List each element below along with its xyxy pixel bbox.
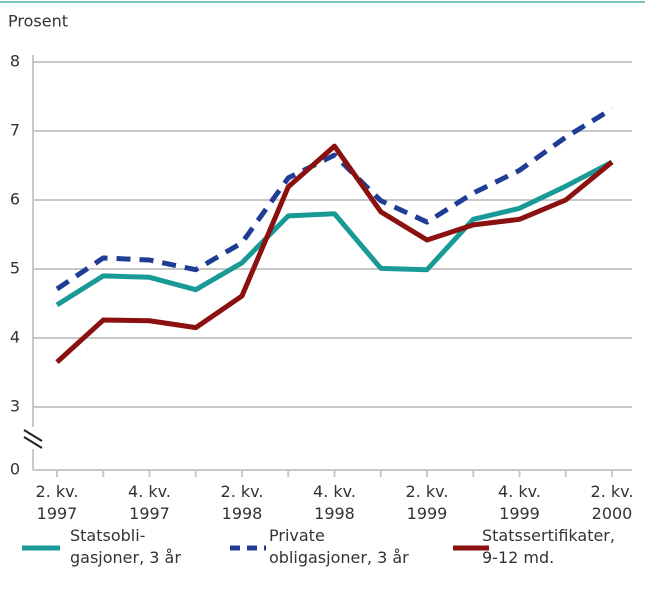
x-tick-label: 4. kv. xyxy=(498,482,541,501)
x-tick-label: 1997 xyxy=(36,504,78,523)
y-tick-label: 8 xyxy=(10,52,20,71)
x-tick-label: 4. kv. xyxy=(128,482,171,501)
x-tick-label: 2. kv. xyxy=(35,482,79,501)
y-axis-label: Prosent xyxy=(8,12,68,31)
y-tick-label: 4 xyxy=(10,328,20,347)
x-tick-label: 2. kv. xyxy=(405,482,449,501)
y-tick-label: 0 xyxy=(10,460,20,479)
y-tick-label: 3 xyxy=(10,397,20,416)
x-tick-label: 1997 xyxy=(129,504,170,523)
y-tick-label: 7 xyxy=(10,121,20,140)
x-tick-label: 2000 xyxy=(591,504,633,523)
legend-label: Statssertifikater, 9-12 md. xyxy=(482,526,615,567)
x-tick-label: 1998 xyxy=(314,504,355,523)
x-tick-label: 4. kv. xyxy=(313,482,356,501)
y-tick-label: 6 xyxy=(10,190,20,209)
series-line xyxy=(55,159,614,307)
x-tick-label: 1999 xyxy=(499,504,540,523)
y-tick-label: 5 xyxy=(10,259,20,278)
x-tick-label: 2. kv. xyxy=(220,482,264,501)
legend-label: Statsobli- gasjoner, 3 år xyxy=(70,526,181,567)
x-tick-label: 1998 xyxy=(221,504,263,523)
x-tick-label: 1999 xyxy=(406,504,448,523)
axis-break xyxy=(23,436,43,449)
series-line xyxy=(55,143,614,364)
legend-label: Private obligasjoner, 3 år xyxy=(269,526,409,567)
axis-break xyxy=(23,429,43,442)
series-line xyxy=(55,106,614,292)
x-tick-label: 2. kv. xyxy=(590,482,634,501)
grid xyxy=(33,61,632,471)
